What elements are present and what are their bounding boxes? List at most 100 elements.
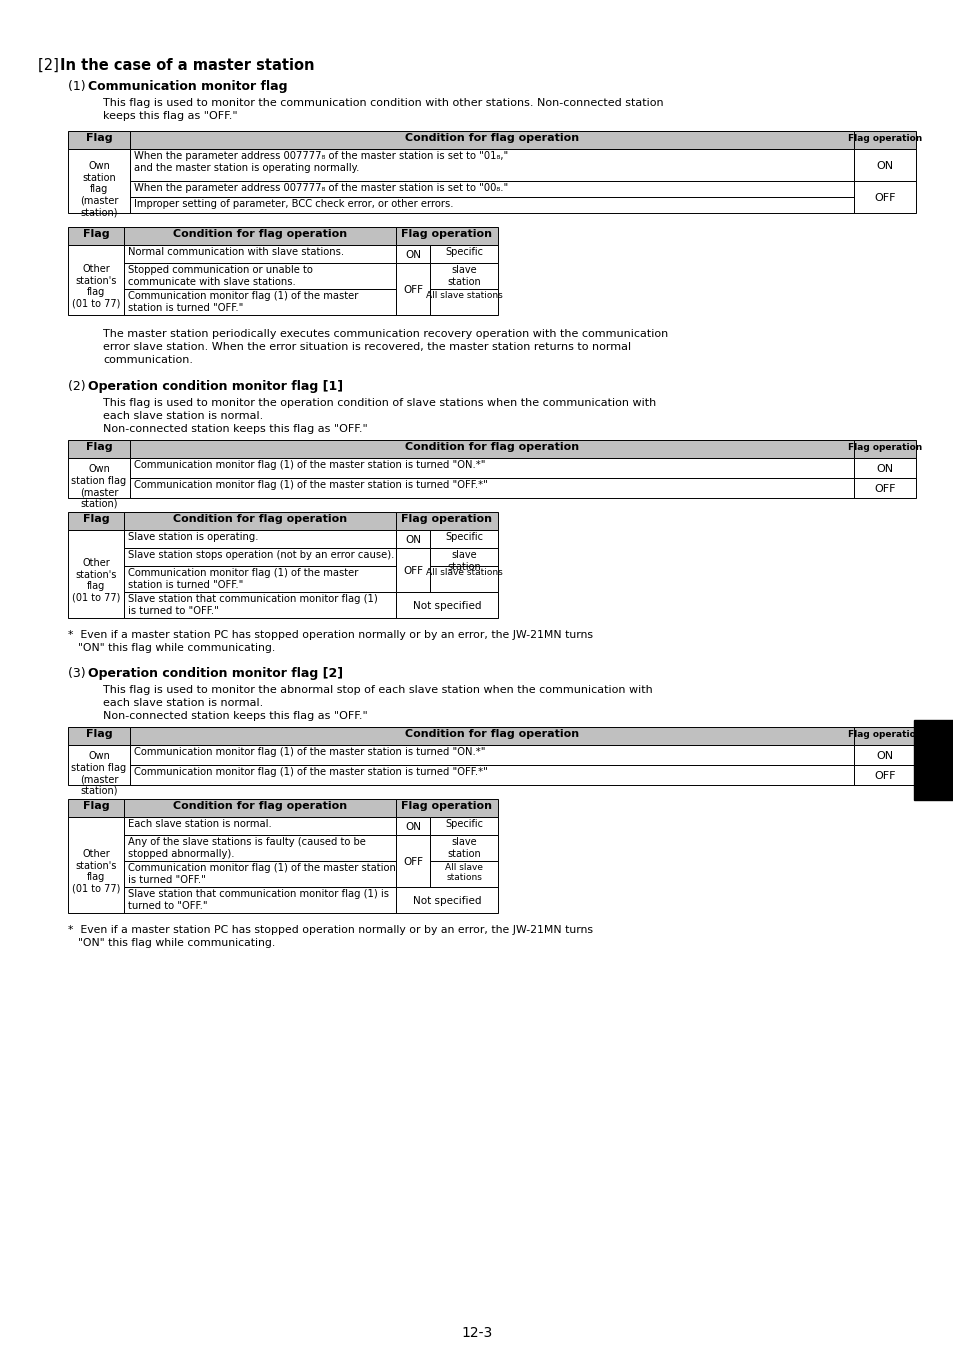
Bar bbox=[68, 744, 130, 785]
Text: Communication monitor flag (1) of the master station is turned "ON.*": Communication monitor flag (1) of the ma… bbox=[133, 459, 485, 470]
Bar bbox=[430, 549, 497, 566]
Text: Own
station flag
(master
station): Own station flag (master station) bbox=[71, 751, 127, 796]
Text: All slave stations: All slave stations bbox=[425, 290, 502, 300]
Text: Condition for flag operation: Condition for flag operation bbox=[172, 801, 347, 811]
Text: Other
station's
flag
(01 to 77): Other station's flag (01 to 77) bbox=[71, 263, 120, 309]
Text: [2]: [2] bbox=[38, 58, 64, 73]
Text: Condition for flag operation: Condition for flag operation bbox=[404, 132, 578, 143]
Text: Flag operation: Flag operation bbox=[847, 730, 922, 739]
Text: *  Even if a master station PC has stopped operation normally or by an error, th: * Even if a master station PC has stoppe… bbox=[68, 925, 593, 935]
Bar bbox=[130, 458, 853, 478]
Text: Non-connected station keeps this flag as "OFF.": Non-connected station keeps this flag as… bbox=[103, 711, 367, 721]
Bar bbox=[124, 566, 395, 592]
Bar bbox=[395, 817, 430, 835]
Bar bbox=[124, 592, 395, 617]
Bar bbox=[853, 727, 915, 744]
Bar bbox=[853, 744, 915, 765]
Bar bbox=[430, 530, 497, 549]
Bar bbox=[395, 888, 497, 913]
Bar bbox=[130, 744, 853, 765]
Text: Flag operation: Flag operation bbox=[401, 230, 492, 239]
Bar bbox=[124, 888, 395, 913]
Text: slave
station: slave station bbox=[447, 550, 480, 571]
Bar bbox=[395, 549, 430, 592]
Bar bbox=[124, 817, 395, 835]
Bar bbox=[68, 227, 124, 245]
Text: (2): (2) bbox=[68, 380, 90, 393]
Text: Communication monitor flag (1) of the master station is turned "OFF.*": Communication monitor flag (1) of the ma… bbox=[133, 767, 487, 777]
Text: Condition for flag operation: Condition for flag operation bbox=[172, 513, 347, 524]
Text: ON: ON bbox=[405, 250, 420, 259]
Bar bbox=[130, 131, 853, 149]
Text: When the parameter address 007777₈ of the master station is set to "00₈.": When the parameter address 007777₈ of th… bbox=[133, 182, 508, 193]
Text: ON: ON bbox=[876, 161, 893, 172]
Text: OFF: OFF bbox=[402, 566, 422, 576]
Bar bbox=[130, 149, 853, 181]
Text: Flag: Flag bbox=[83, 513, 110, 524]
Bar bbox=[853, 131, 915, 149]
Bar bbox=[395, 245, 430, 263]
Text: (1): (1) bbox=[68, 80, 90, 93]
Text: 12-3: 12-3 bbox=[461, 1325, 492, 1340]
Bar bbox=[124, 549, 395, 566]
Bar bbox=[395, 835, 430, 888]
Text: keeps this flag as "OFF.": keeps this flag as "OFF." bbox=[103, 111, 237, 122]
Bar bbox=[395, 263, 430, 315]
Text: This flag is used to monitor the communication condition with other stations. No: This flag is used to monitor the communi… bbox=[103, 99, 663, 108]
Text: OFF: OFF bbox=[873, 193, 895, 203]
Bar bbox=[68, 440, 130, 458]
Text: Stopped communication or unable to
communicate with slave stations.: Stopped communication or unable to commu… bbox=[128, 265, 313, 286]
Text: Own
station flag
(master
station): Own station flag (master station) bbox=[71, 463, 127, 509]
Text: Other
station's
flag
(01 to 77): Other station's flag (01 to 77) bbox=[71, 558, 120, 603]
Bar bbox=[130, 181, 853, 197]
Text: Not specified: Not specified bbox=[413, 896, 480, 907]
Text: Flag: Flag bbox=[86, 132, 112, 143]
Text: Communication monitor flag (1) of the master
station is turned "OFF.": Communication monitor flag (1) of the ma… bbox=[128, 567, 358, 589]
Bar bbox=[124, 263, 395, 289]
Bar bbox=[130, 440, 853, 458]
Text: Communication monitor flag (1) of the master station is turned "OFF.*": Communication monitor flag (1) of the ma… bbox=[133, 480, 487, 490]
Text: each slave station is normal.: each slave station is normal. bbox=[103, 698, 263, 708]
Bar bbox=[130, 765, 853, 785]
Text: Flag: Flag bbox=[83, 230, 110, 239]
Text: Slave station that communication monitor flag (1) is
turned to "OFF.": Slave station that communication monitor… bbox=[128, 889, 389, 911]
Text: slave
station: slave station bbox=[447, 838, 480, 859]
Bar bbox=[430, 289, 497, 315]
Text: Specific: Specific bbox=[444, 532, 482, 542]
Bar bbox=[124, 289, 395, 315]
Bar bbox=[68, 512, 124, 530]
Bar bbox=[124, 245, 395, 263]
Text: All slave
stations: All slave stations bbox=[444, 863, 482, 882]
Text: When the parameter address 007777₈ of the master station is set to "01₈,"
and th: When the parameter address 007777₈ of th… bbox=[133, 151, 508, 173]
Text: OFF: OFF bbox=[402, 285, 422, 295]
Bar bbox=[68, 131, 130, 149]
Text: Flag: Flag bbox=[86, 730, 112, 739]
Bar bbox=[430, 263, 497, 289]
Text: ON: ON bbox=[405, 821, 420, 832]
Bar bbox=[124, 798, 395, 817]
Bar bbox=[124, 530, 395, 549]
Text: Condition for flag operation: Condition for flag operation bbox=[404, 730, 578, 739]
Text: "ON" this flag while communicating.: "ON" this flag while communicating. bbox=[78, 938, 275, 948]
Text: Slave station stops operation (not by an error cause).: Slave station stops operation (not by an… bbox=[128, 550, 394, 561]
Bar bbox=[68, 817, 124, 913]
Text: Communication monitor flag (1) of the master
station is turned "OFF.": Communication monitor flag (1) of the ma… bbox=[128, 290, 358, 312]
Text: (3): (3) bbox=[68, 667, 90, 680]
Bar bbox=[430, 835, 497, 861]
Bar bbox=[430, 245, 497, 263]
Bar bbox=[130, 727, 853, 744]
Text: Non-connected station keeps this flag as "OFF.": Non-connected station keeps this flag as… bbox=[103, 424, 367, 434]
Bar bbox=[130, 478, 853, 499]
Text: Not specified: Not specified bbox=[413, 601, 480, 611]
Bar bbox=[395, 530, 430, 549]
Text: Flag operation: Flag operation bbox=[847, 134, 922, 143]
Text: Condition for flag operation: Condition for flag operation bbox=[404, 442, 578, 453]
Bar bbox=[124, 861, 395, 888]
Bar bbox=[430, 861, 497, 888]
Bar bbox=[430, 817, 497, 835]
Bar bbox=[913, 720, 953, 800]
Text: Operation condition monitor flag [1]: Operation condition monitor flag [1] bbox=[88, 380, 343, 393]
Bar bbox=[124, 835, 395, 861]
Text: Normal communication with slave stations.: Normal communication with slave stations… bbox=[128, 247, 344, 257]
Text: Communication monitor flag: Communication monitor flag bbox=[88, 80, 287, 93]
